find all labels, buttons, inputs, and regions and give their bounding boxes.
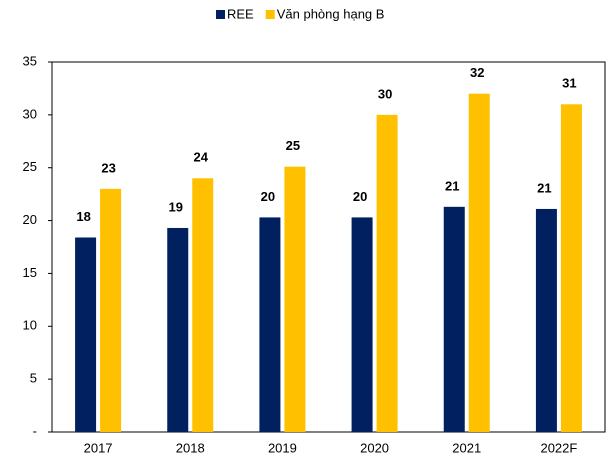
bar (468, 93, 490, 432)
legend-swatch (265, 10, 275, 19)
x-tick-label: 2018 (176, 440, 205, 455)
x-tick-label: 2020 (360, 440, 389, 455)
bar (535, 208, 557, 432)
bar (560, 104, 582, 433)
y-tick-label: 5 (30, 371, 37, 386)
bar (351, 217, 373, 432)
value-label: 21 (537, 180, 551, 195)
y-tick-label: 20 (23, 212, 37, 227)
value-label: 20 (353, 189, 367, 204)
bar (443, 206, 465, 432)
bar (284, 166, 306, 432)
value-label: 20 (261, 189, 275, 204)
y-tick-label: 10 (23, 318, 37, 333)
value-label: 30 (378, 86, 392, 101)
y-tick-label: 30 (23, 106, 37, 121)
bar (75, 237, 97, 432)
bar (376, 114, 398, 432)
bar (192, 178, 214, 432)
value-label: 24 (194, 150, 209, 165)
value-label: 23 (101, 160, 115, 175)
x-tick-label: 2021 (452, 440, 481, 455)
value-label: 32 (470, 65, 484, 80)
y-tick-label: 25 (23, 159, 37, 174)
legend: REE Văn phòng hạng B (216, 6, 384, 21)
legend-label: Văn phòng hạng B (277, 6, 385, 21)
bar (259, 217, 281, 432)
x-tick-label: 2017 (84, 440, 113, 455)
x-tick-label: 2022F (540, 440, 577, 455)
bar (167, 227, 189, 432)
value-label: 19 (169, 199, 183, 214)
plot-frame (51, 61, 606, 433)
y-tick-label: - (33, 423, 37, 438)
value-label: 18 (76, 209, 90, 224)
value-label: 25 (286, 138, 300, 153)
value-label: 21 (445, 178, 459, 193)
y-tick-label: 15 (23, 265, 37, 280)
legend-swatch (216, 10, 225, 19)
bar (100, 188, 122, 432)
x-tick-label: 2019 (268, 440, 297, 455)
y-tick-label: 35 (23, 53, 37, 68)
legend-label: REE (227, 6, 254, 21)
value-label: 31 (562, 76, 576, 91)
